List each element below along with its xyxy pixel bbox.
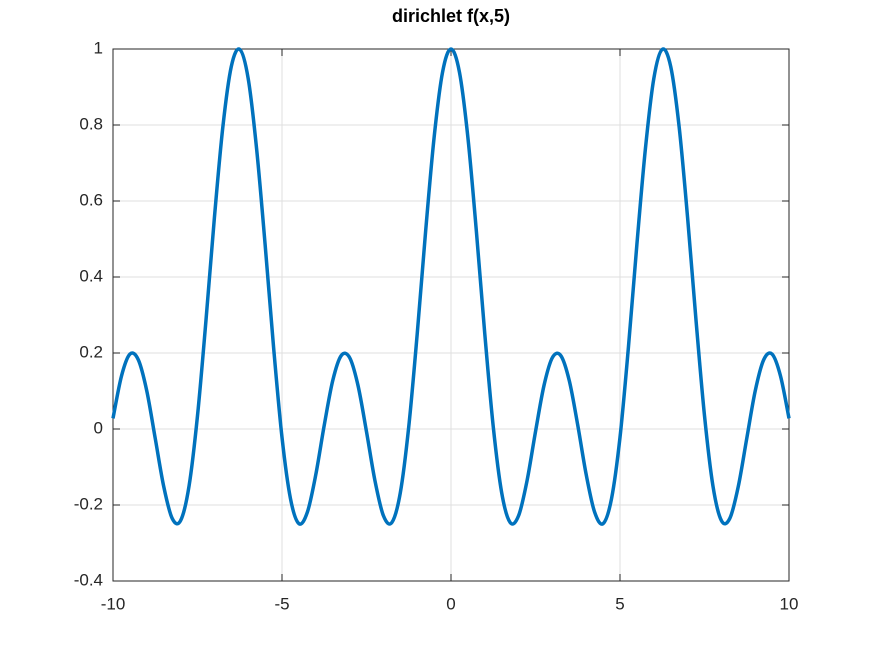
y-tick-label: -0.2	[74, 494, 103, 513]
y-tick-label: -0.4	[74, 570, 103, 589]
y-tick-label: 0.6	[79, 190, 103, 209]
y-tick-label: 0	[94, 418, 103, 437]
y-tick-label: 1	[94, 38, 103, 57]
y-tick-label: 0.2	[79, 342, 103, 361]
x-tick-label: -10	[101, 594, 126, 613]
x-tick-label: 10	[780, 594, 799, 613]
data-line	[111, 47, 791, 526]
y-tick-label: 0.4	[79, 266, 103, 285]
x-tick-label: 5	[615, 594, 624, 613]
x-tick-label: 0	[446, 594, 455, 613]
x-tick-label: -5	[274, 594, 289, 613]
chart-title: dirichlet f(x,5)	[392, 6, 510, 26]
y-tick-label: 0.8	[79, 114, 103, 133]
